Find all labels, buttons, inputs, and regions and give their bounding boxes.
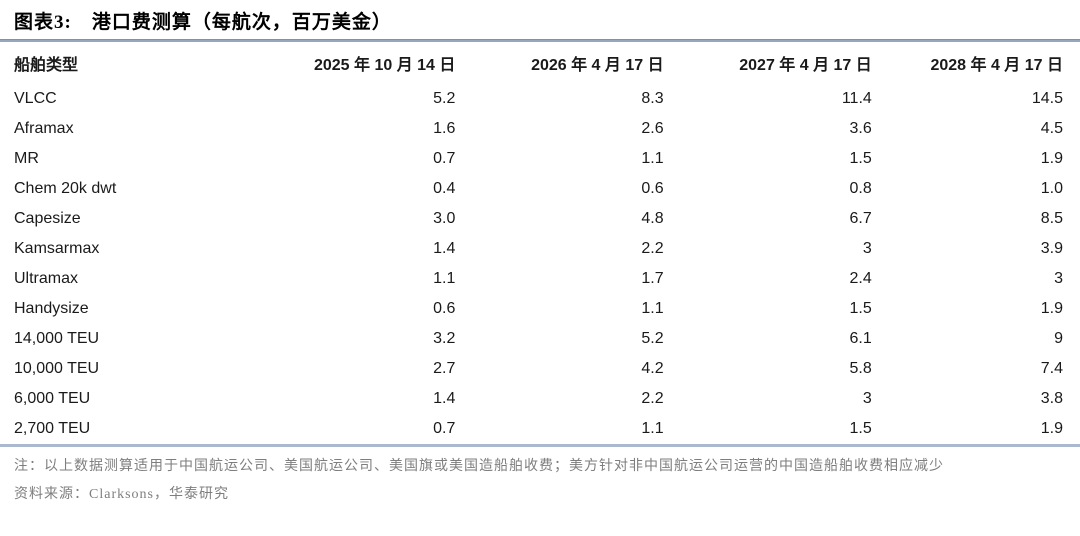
fee-value-cell: 8.3 [641, 90, 664, 107]
fee-value-cell: 14.5 [1031, 90, 1063, 107]
fee-value-cell: 1.1 [641, 150, 664, 167]
fee-value-cell: 2.6 [641, 120, 664, 137]
fee-value-cell: 3.6 [849, 120, 872, 137]
vessel-type-cell: 6,000 TEU [14, 390, 91, 407]
vessel-type-cell: Ultramax [14, 270, 79, 287]
table-row: Ultramax 1.1 1.7 2.4 3 [0, 264, 1080, 294]
fee-value-cell: 1.5 [849, 420, 872, 437]
fee-value-cell: 5.2 [433, 90, 456, 107]
table-row: 2,700 TEU 0.7 1.1 1.5 1.9 [0, 414, 1080, 446]
vessel-type-cell: 2,700 TEU [14, 420, 91, 437]
fee-value-cell: 0.7 [433, 420, 456, 437]
fee-value-cell: 7.4 [1040, 360, 1063, 377]
fee-value-cell: 1.4 [433, 240, 456, 257]
fee-value-cell: 1.1 [641, 300, 664, 317]
vessel-type-cell: Capesize [14, 210, 81, 227]
date-column-header: 2027 年 4 月 17 日 [739, 57, 872, 74]
fee-value-cell: 3.0 [433, 210, 456, 227]
fee-value-cell: 6.7 [849, 210, 872, 227]
fee-value-cell: 2.7 [433, 360, 456, 377]
fee-value-cell: 0.4 [433, 180, 456, 197]
fee-value-cell: 3 [1054, 270, 1063, 287]
fee-value-cell: 1.6 [433, 120, 456, 137]
note-text: 注：以上数据测算适用于中国航运公司、美国航运公司、美国旗或美国造船舶收费；美方针… [14, 459, 944, 474]
table-row: MR 0.7 1.1 1.5 1.9 [0, 144, 1080, 174]
vessel-type-cell: VLCC [14, 90, 57, 107]
fee-value-cell: 4.8 [641, 210, 664, 227]
fee-value-cell: 8.5 [1040, 210, 1063, 227]
fee-value-cell: 6.1 [849, 330, 872, 347]
fee-value-cell: 1.1 [433, 270, 456, 287]
fee-value-cell: 1.1 [641, 420, 664, 437]
fee-value-cell: 4.5 [1040, 120, 1063, 137]
fee-value-cell: 0.8 [849, 180, 872, 197]
vessel-type-cell: Kamsarmax [14, 240, 100, 257]
fee-value-cell: 5.8 [849, 360, 872, 377]
fee-value-cell: 9 [1054, 330, 1063, 347]
table-row: Chem 20k dwt 0.4 0.6 0.8 1.0 [0, 174, 1080, 204]
table-row: Kamsarmax 1.4 2.2 3 3.9 [0, 234, 1080, 264]
figure-title-text: 港口费测算（每航次，百万美金） [91, 12, 392, 33]
date-column-header: 2028 年 4 月 17 日 [930, 57, 1063, 74]
title-divider [0, 39, 1080, 42]
fee-value-cell: 2.4 [849, 270, 872, 287]
port-fee-table: 船舶类型 2025 年 10 月 14 日 2026 年 4 月 17 日 2027 … [0, 43, 1080, 447]
fee-value-cell: 3 [862, 390, 872, 407]
figure-panel: 图表3: 港口费测算（每航次，百万美金） 船舶类型 2025 年 10 月 14 日… [0, 0, 1080, 502]
table-row: 10,000 TEU 2.7 4.2 5.8 7.4 [0, 354, 1080, 384]
fee-value-cell: 0.7 [433, 150, 456, 167]
vessel-type-cell: Handysize [14, 300, 89, 317]
fee-value-cell: 1.5 [849, 150, 872, 167]
table-row: Handysize 0.6 1.1 1.5 1.9 [0, 294, 1080, 324]
vessel-type-column-header: 船舶类型 [14, 57, 79, 74]
table-row: VLCC 5.2 8.3 11.4 14.5 [0, 84, 1080, 114]
source-text: 资料来源：Clarksons，华泰研究 [14, 486, 229, 502]
vessel-type-cell: 14,000 TEU [14, 330, 100, 347]
table-header-row: 船舶类型 2025 年 10 月 14 日 2026 年 4 月 17 日 2027 … [0, 43, 1080, 84]
date-column-header: 2025 年 10 月 14 日 [313, 57, 456, 74]
fee-value-cell: 2.2 [641, 240, 664, 257]
fee-value-cell: 1.5 [849, 300, 872, 317]
fee-value-cell: 3 [862, 240, 872, 257]
fee-value-cell: 4.2 [641, 360, 664, 377]
fee-value-cell: 0.6 [433, 300, 456, 317]
table-body: VLCC 5.2 8.3 11.4 14.5 Aframax 1.6 2.6 3.6 4.5 MR 0… [0, 84, 1080, 446]
fee-value-cell: 1.9 [1040, 300, 1063, 317]
vessel-type-cell: Chem 20k dwt [14, 180, 117, 197]
vessel-type-cell: Aframax [14, 120, 74, 137]
fee-value-cell: 3.9 [1040, 240, 1063, 257]
table-row: Aframax 1.6 2.6 3.6 4.5 [0, 114, 1080, 144]
fee-value-cell: 1.4 [433, 390, 456, 407]
fee-value-cell: 0.6 [641, 180, 664, 197]
table-row: 6,000 TEU 1.4 2.2 3 3.8 [0, 384, 1080, 414]
fee-value-cell: 5.2 [641, 330, 664, 347]
vessel-type-cell: MR [14, 150, 39, 167]
date-column-header: 2026 年 4 月 17 日 [531, 57, 664, 74]
fee-value-cell: 1.0 [1040, 180, 1063, 197]
figure-label: 图表3: [14, 12, 72, 33]
fee-value-cell: 1.7 [641, 270, 664, 287]
fee-value-cell: 1.9 [1040, 420, 1063, 437]
fee-value-cell: 11.4 [841, 90, 872, 107]
fee-value-cell: 1.9 [1040, 150, 1063, 167]
table-row: 14,000 TEU 3.2 5.2 6.1 9 [0, 324, 1080, 354]
fee-value-cell: 3.2 [433, 330, 456, 347]
figure-title: 图表3: 港口费测算（每航次，百万美金） [0, 0, 1080, 39]
vessel-type-cell: 10,000 TEU [14, 360, 100, 377]
fee-value-cell: 3.8 [1040, 390, 1063, 407]
table-row: Capesize 3.0 4.8 6.7 8.5 [0, 204, 1080, 234]
fee-value-cell: 2.2 [641, 390, 664, 407]
